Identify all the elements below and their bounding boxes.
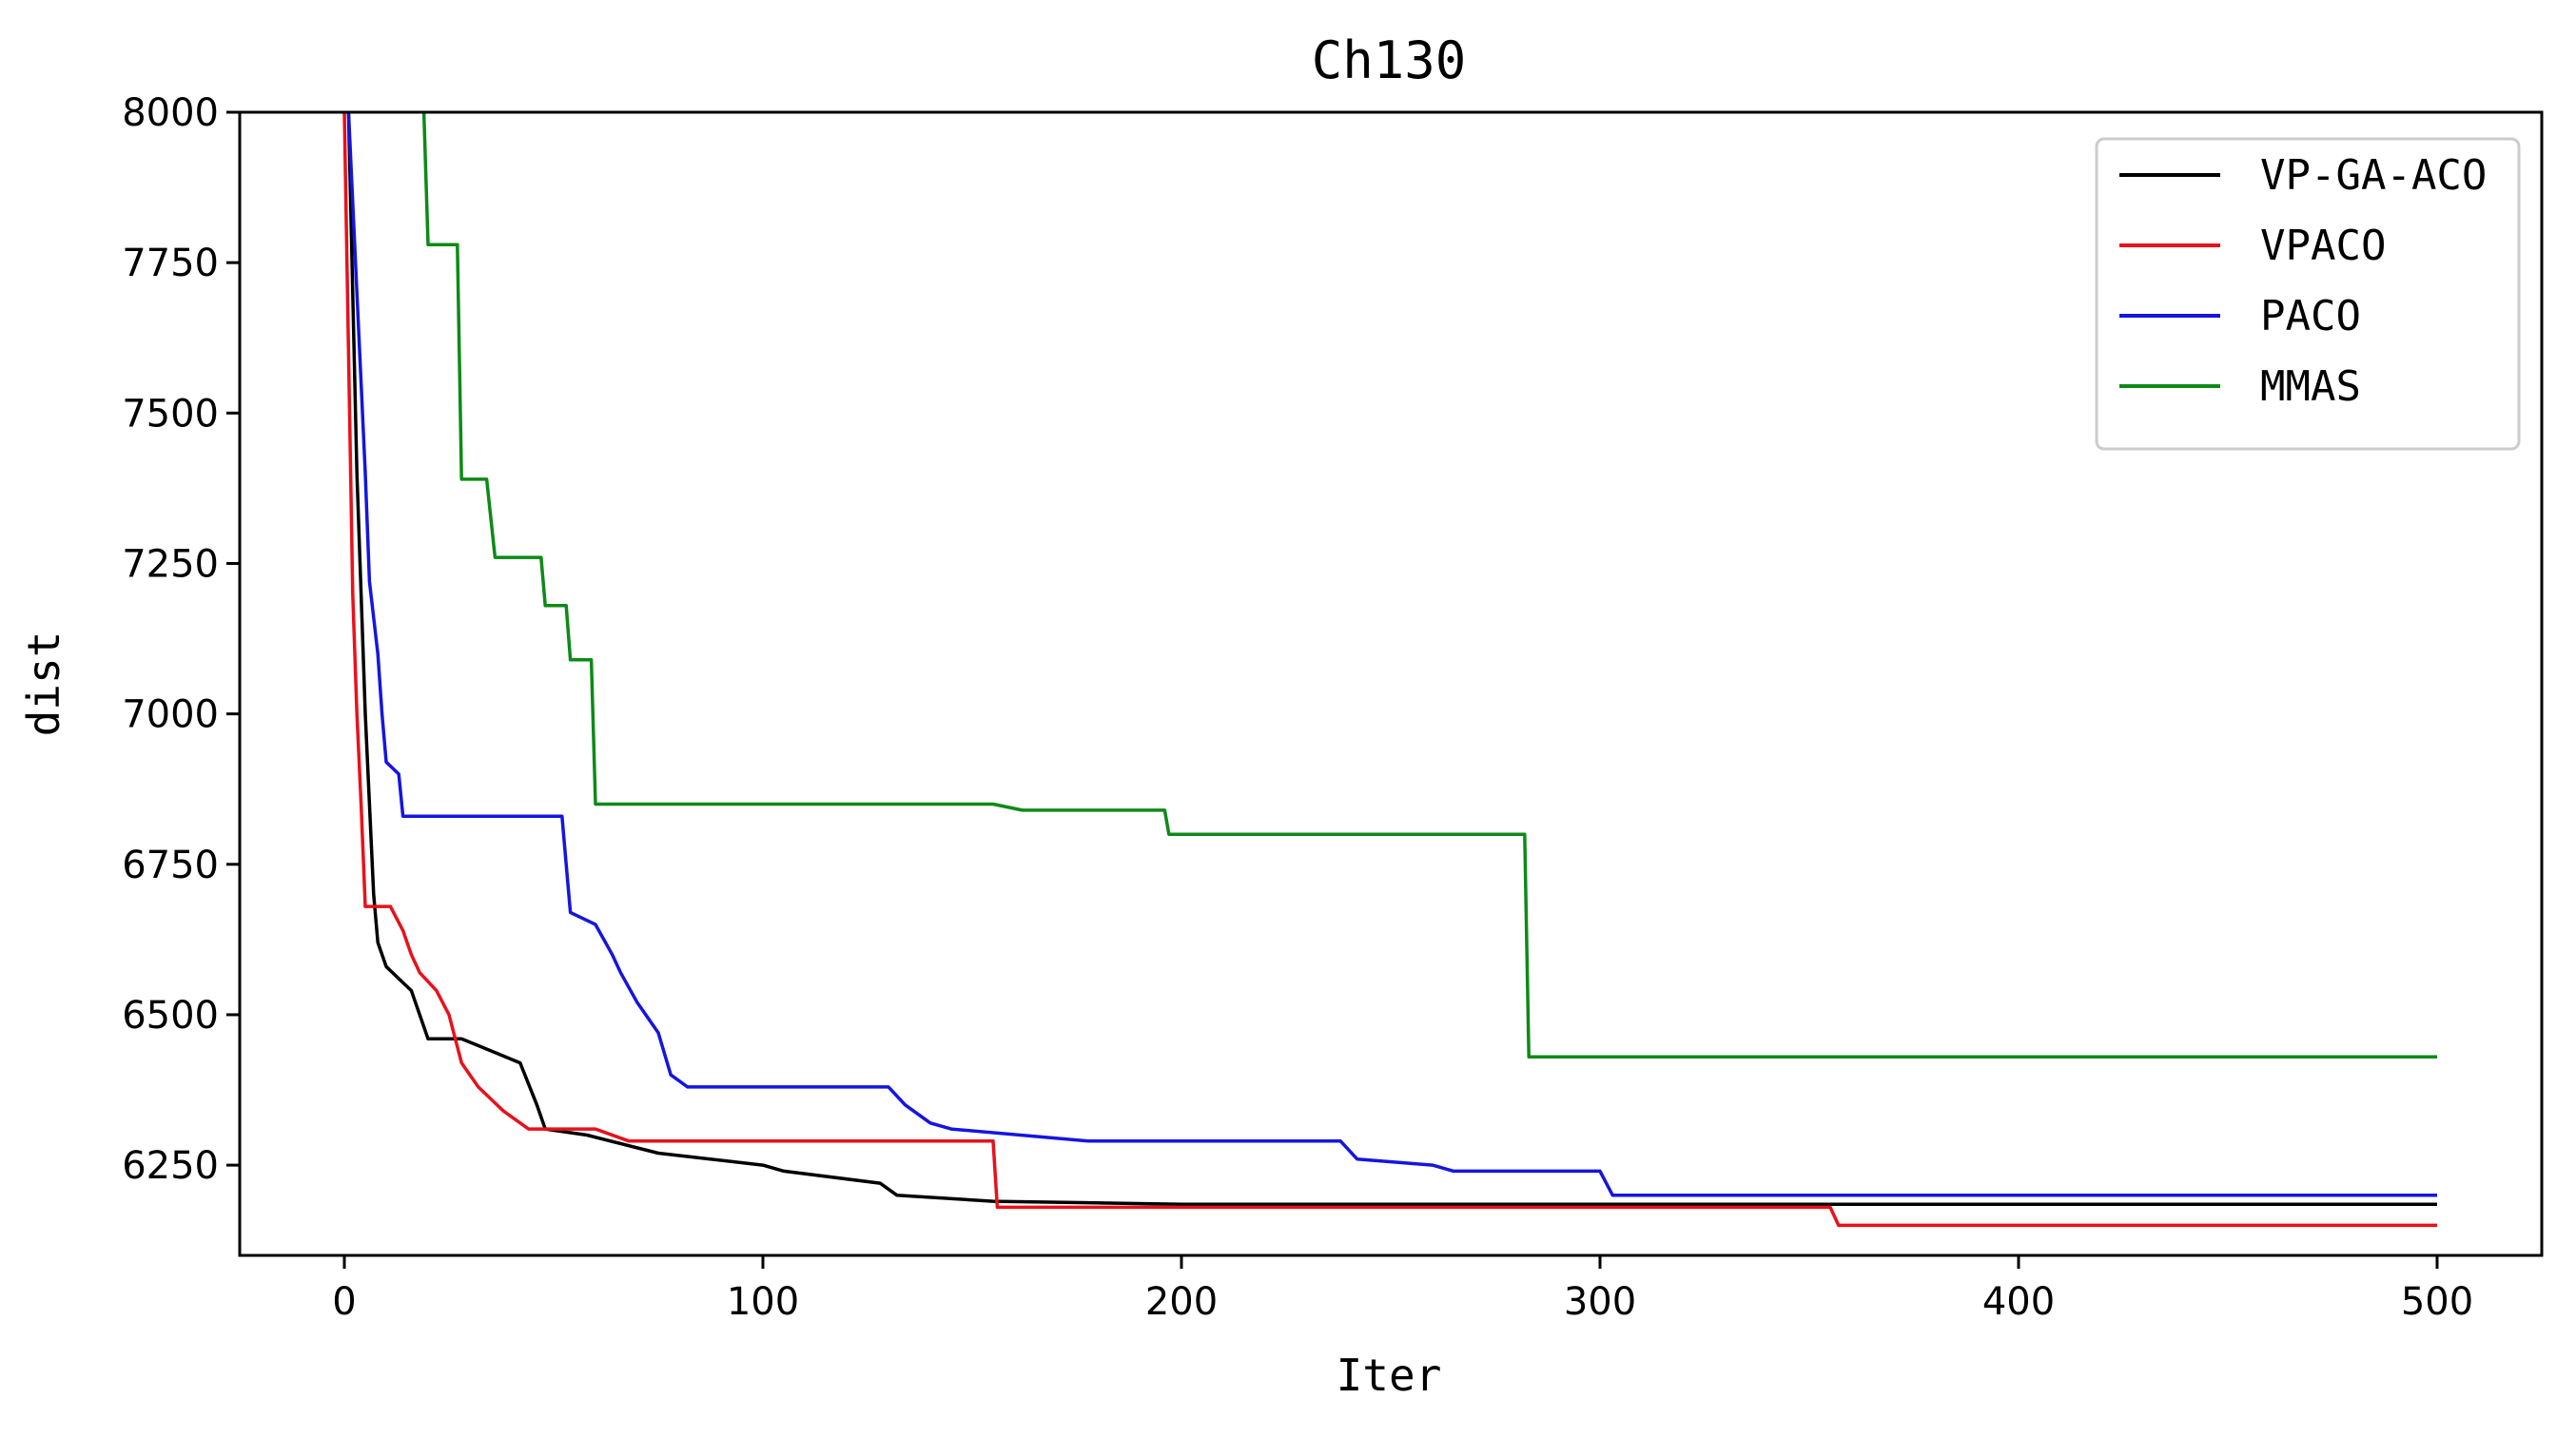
y-axis: 6250 6500 6750 7000 7250 7500 7750 8000 [122,91,240,1188]
y-tick-label: 6750 [122,844,219,887]
y-axis-label: dist [18,632,69,737]
x-tick-label: 400 [1982,1280,2055,1324]
legend-box [2095,137,2521,451]
y-tick-label: 7750 [122,242,219,285]
x-tick-label: 0 [332,1280,356,1324]
x-tick-label: 200 [1145,1280,1218,1324]
chart-title: Ch130 [1312,30,1467,90]
legend-label: VP-GA-ACO [2260,151,2487,200]
y-tick-label: 7250 [122,542,219,586]
x-axis: 0 100 200 300 400 500 [332,1255,2473,1324]
plot-frame [238,110,2544,1257]
x-tick-label: 300 [1564,1280,1636,1324]
legend-label: MMAS [2260,362,2361,411]
y-tick-label: 7500 [122,392,219,436]
x-tick-label: 500 [2401,1280,2473,1324]
y-tick-label: 7000 [122,693,219,737]
series-line-mmas [421,112,2437,1059]
series-line-paco [346,112,2437,1197]
series-line-vp-ga-aco [346,112,2437,1206]
y-tick-label: 6250 [122,1144,219,1188]
legend-label: PACO [2260,292,2361,340]
legend: VP-GA-ACO VPACO PACO MMAS [2095,137,2521,451]
legend-label: VPACO [2260,222,2386,270]
x-axis-label: Iter [1337,1350,1442,1401]
y-tick-label: 6500 [122,994,219,1038]
y-tick-label: 8000 [122,91,219,135]
x-tick-label: 100 [727,1280,799,1324]
plot-area [342,112,2437,1228]
series-line-vpaco [342,112,2437,1228]
